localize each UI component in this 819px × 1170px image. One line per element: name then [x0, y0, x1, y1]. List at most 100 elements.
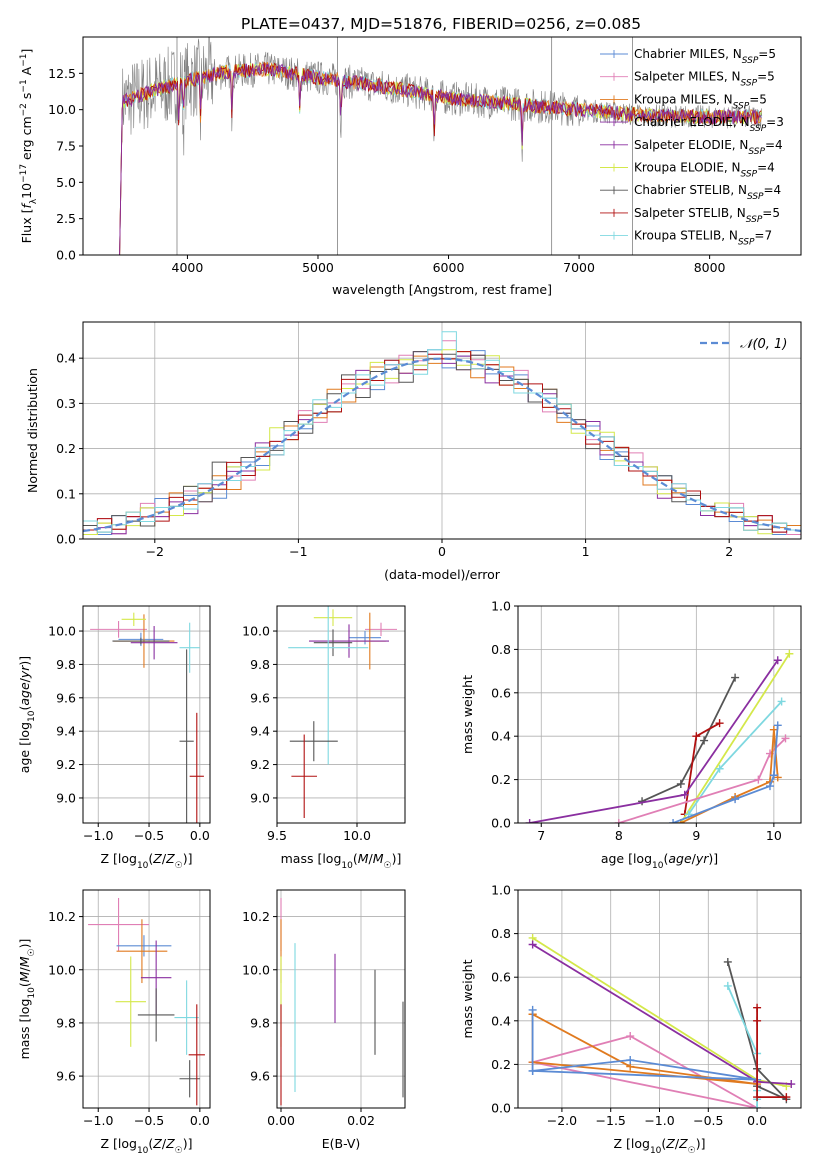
weight-marker	[680, 790, 689, 799]
mass-age-xtick-label: 10.0	[343, 828, 371, 843]
z-weight-xtick-label: −0.5	[693, 1113, 723, 1128]
z-weight-xtick-label: −2.0	[547, 1113, 577, 1128]
mass-age-ytick-label: 9.2	[250, 757, 270, 772]
ebv-mass-ytick-label: 9.6	[250, 1069, 270, 1084]
weight-marker	[614, 819, 623, 823]
z-age-ytick-label: 10.0	[48, 624, 76, 639]
age-weight-ytick-label: 0.2	[491, 772, 511, 787]
z-age-plot-area	[83, 606, 210, 823]
z-age-ytick-label: 9.0	[56, 790, 76, 805]
weight-marker	[777, 697, 786, 706]
z-weight-ytick-label: 0.6	[491, 970, 511, 985]
z-age-frame	[82, 605, 211, 824]
weight-marker	[782, 1093, 791, 1102]
spectrum-xtick-label: 8000	[694, 260, 726, 275]
spectrum-xlabel: wavelength [Angstrom, rest frame]	[332, 282, 552, 297]
age-weight-ytick-label: 1.0	[491, 599, 511, 614]
weight-line	[532, 1035, 758, 1108]
residuals-plot	[83, 331, 801, 535]
age-weight-xtick-label: 10	[766, 828, 782, 843]
weight-line	[680, 653, 791, 823]
z-age-axes	[83, 606, 210, 823]
z-weight-plot	[528, 933, 796, 1108]
legend-entry: Kroupa STELIB, NSSP=7	[634, 229, 772, 248]
z-weight-xtick-label: 0.0	[747, 1113, 767, 1128]
weight-marker	[753, 1093, 762, 1102]
mass-age-ytick-label: 10.0	[242, 624, 270, 639]
z-weight-ytick-label: 0.4	[491, 1013, 511, 1028]
age-weight-xtick-label: 8	[615, 828, 623, 843]
weight-marker	[769, 771, 778, 780]
spectrum-xtick-label: 4000	[172, 260, 204, 275]
age-weight-xlabel: age [log10(age/yr)]	[601, 851, 718, 871]
weight-marker	[700, 736, 709, 745]
z-age-xlabel: Z [log10(Z/Z☉)]	[100, 851, 192, 871]
normal-legend-label: 𝒩(0, 1)	[740, 337, 787, 352]
residuals-xtick-label: −1	[289, 544, 307, 559]
residuals-xtick-label: 1	[582, 544, 590, 559]
weight-line	[756, 1007, 787, 1098]
z-mass-ytick-label: 10.0	[48, 962, 76, 977]
weight-marker	[626, 1032, 635, 1041]
weight-marker	[753, 1104, 762, 1108]
z-weight-ylabel: mass weight	[460, 959, 475, 1038]
weight-marker	[692, 732, 701, 741]
mass-age-ytick-label: 9.4	[250, 724, 270, 739]
z-mass-ylabel: mass [log10(M/M☉)]	[17, 939, 37, 1060]
figure-title: PLATE=0437, MJD=51876, FIBERID=0256, z=0…	[241, 15, 641, 33]
spectrum-xtick-label: 6000	[433, 260, 465, 275]
z-mass-plot	[88, 897, 205, 1106]
z-weight-xlabel: Z [log10(Z/Z☉)]	[613, 1136, 705, 1156]
residual-histogram	[83, 331, 801, 533]
z-age-xtick-label: 0.0	[190, 828, 210, 843]
ebv-mass-xtick-label: 0.02	[347, 1113, 375, 1128]
z-mass-ytick-label: 9.6	[56, 1069, 76, 1084]
legend-entry: Kroupa MILES, NSSP=5	[634, 92, 767, 111]
weight-marker	[787, 1080, 796, 1089]
legend-entry: Salpeter ELODIE, NSSP=4	[634, 138, 783, 157]
z-age-ytick-label: 9.6	[56, 690, 76, 705]
weight-marker	[765, 782, 774, 791]
residuals-ytick-label: 0.3	[56, 396, 76, 411]
ebv-mass-ytick-label: 9.8	[250, 1015, 270, 1030]
z-age-ytick-label: 9.2	[56, 757, 76, 772]
age-weight-ylabel: mass weight	[460, 675, 475, 754]
age-weight-ytick-label: 0.4	[491, 729, 511, 744]
residual-histogram	[83, 351, 801, 533]
z-age-ytick-label: 9.4	[56, 724, 76, 739]
ebv-mass-frame	[276, 889, 406, 1109]
normal-reference-curve	[83, 357, 801, 533]
weight-marker	[528, 1066, 537, 1075]
spectrum-model-line	[119, 61, 762, 255]
spectrum-ylabel: Flux [fλ10−17 erg cm−2 s−1 A−1]	[19, 49, 39, 244]
z-mass-plot-area	[83, 890, 210, 1108]
z-age-xtick-label: −0.5	[134, 828, 164, 843]
age-weight-plot-area	[518, 606, 801, 823]
z-age-plot	[90, 612, 204, 823]
age-weight-frame	[517, 605, 802, 824]
legend-entry: Salpeter MILES, NSSP=5	[634, 70, 775, 89]
z-age-ylabel: age [log10(age/yr)]	[17, 656, 37, 773]
mass-age-ytick-label: 9.8	[250, 657, 270, 672]
age-weight-xtick-label: 9	[692, 828, 700, 843]
ebv-mass-ytick-label: 10.2	[242, 909, 270, 924]
residuals-xtick-label: 0	[438, 544, 446, 559]
spectrum-model-line	[119, 62, 762, 255]
z-weight-ytick-label: 0.8	[491, 926, 511, 941]
weight-marker	[525, 819, 534, 823]
ebv-mass-xlabel: E(B-V)	[322, 1136, 361, 1151]
legend-entry: Salpeter STELIB, NSSP=5	[634, 206, 780, 225]
weight-marker	[715, 719, 724, 728]
mass-age-ytick-label: 9.6	[250, 690, 270, 705]
z-weight-ytick-label: 0.2	[491, 1057, 511, 1072]
ebv-mass-xtick-label: 0.00	[267, 1113, 295, 1128]
z-weight-xtick-label: −1.0	[644, 1113, 674, 1128]
z-mass-xtick-label: −0.5	[134, 1113, 164, 1128]
age-weight-ytick-label: 0.0	[491, 816, 511, 831]
weight-marker	[626, 1056, 635, 1065]
spectrum-ytick-label: 0.0	[56, 248, 76, 263]
spectrum-plot	[119, 37, 763, 255]
spectrum-ytick-label: 5.0	[56, 175, 76, 190]
weight-marker	[731, 795, 740, 804]
